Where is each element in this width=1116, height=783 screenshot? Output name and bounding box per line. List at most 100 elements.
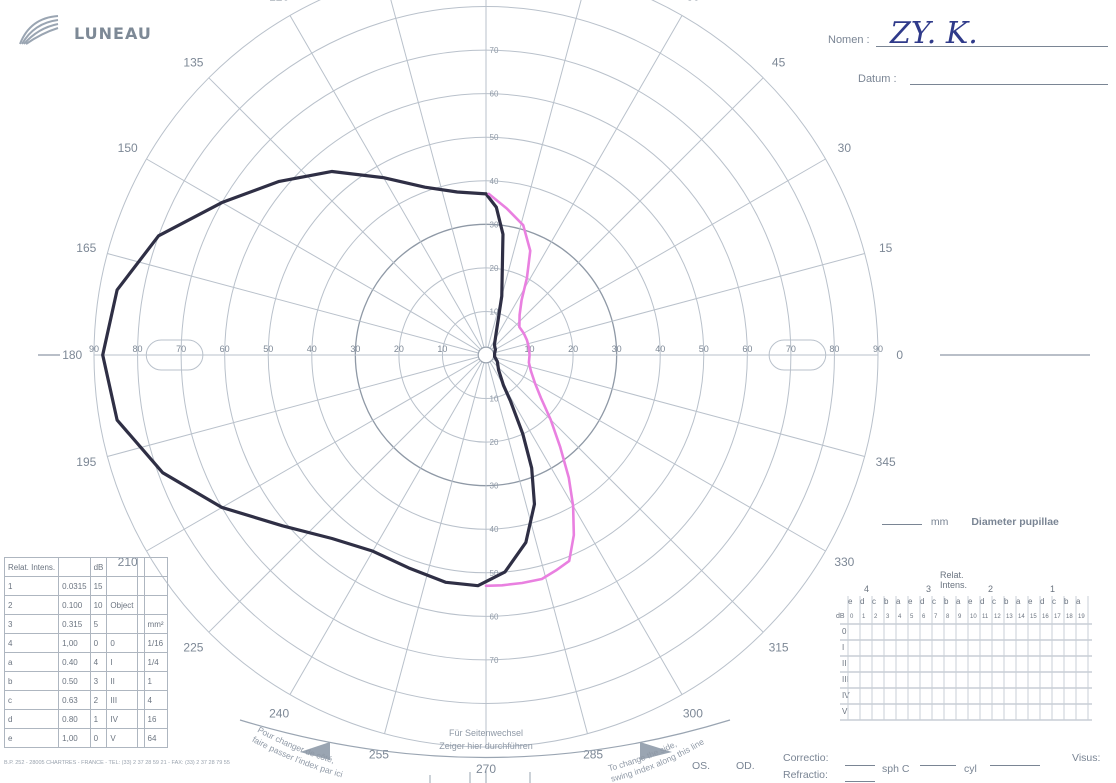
brand-logo: LUNEAU <box>18 14 152 46</box>
intensity-cell: 10 <box>89 595 108 615</box>
intensity-cell: 1 <box>143 671 168 691</box>
radial-label-180-80: 80 <box>133 344 143 354</box>
intensity-cell: II <box>106 671 138 691</box>
spoke-210 <box>146 358 480 552</box>
intensity-cell <box>136 671 145 691</box>
os-label: OS. <box>692 760 711 772</box>
spoke-330 <box>492 358 826 552</box>
group-label: 1 <box>1050 584 1055 594</box>
db-value: 15 <box>1030 614 1037 620</box>
intensity-cell: e <box>3 728 60 748</box>
spoke-225 <box>208 360 481 633</box>
refractio-line <box>845 781 875 782</box>
intensity-cell: 4 <box>3 633 60 653</box>
db-value: 6 <box>922 614 926 620</box>
imprint-text: B.P. 252 - 28005 CHARTRES - FRANCE - TEL… <box>4 760 230 766</box>
intensity-cell <box>106 576 138 596</box>
radial-label-0-70: 70 <box>786 344 796 354</box>
intensity-cell <box>106 557 138 577</box>
letter-label: d <box>1040 597 1044 606</box>
angle-label-315: 315 <box>769 641 789 655</box>
angle-label-240: 240 <box>269 706 289 720</box>
intensity-cell: 2 <box>89 690 108 710</box>
letter-label: d <box>980 597 984 606</box>
db-label: dB <box>836 613 845 620</box>
radial-label-180-20: 20 <box>394 344 404 354</box>
radial-label-270-10: 10 <box>490 395 499 404</box>
intensity-cell: d <box>3 709 60 729</box>
spoke-60 <box>489 15 683 349</box>
intensity-cell: 2 <box>3 595 60 615</box>
radial-label-90-10: 10 <box>490 307 499 316</box>
nomen-value: ZY. K. <box>890 16 978 51</box>
intensity-cell: 1,00 <box>58 633 91 653</box>
radial-label-180-40: 40 <box>307 344 317 354</box>
radial-label-90-70: 70 <box>490 46 499 55</box>
radial-labels: 1010101020202020303030304040404050505050… <box>89 46 883 665</box>
radial-label-180-30: 30 <box>350 344 360 354</box>
intensity-cell: 0 <box>89 633 108 653</box>
intensity-cell: 1,00 <box>58 728 91 748</box>
angle-label-345: 345 <box>876 455 896 469</box>
field-boundary-dark <box>101 169 537 588</box>
intensity-cell: 5 <box>89 614 108 634</box>
object-row-label: V <box>842 707 848 716</box>
intensity-cell: 0 <box>106 633 138 653</box>
intensity-cell: 15 <box>89 576 108 596</box>
intensity-cell <box>136 614 145 634</box>
db-value: 0 <box>850 614 854 620</box>
letter-label: a <box>1016 597 1021 606</box>
db-value: 5 <box>910 614 914 620</box>
letter-label: c <box>992 597 996 606</box>
radial-label-0-60: 60 <box>742 344 752 354</box>
spoke-315 <box>491 360 764 633</box>
db-value: 12 <box>994 614 1001 620</box>
intensity-row: e 1,00 0 V 64 <box>3 728 168 748</box>
cyl-line <box>990 765 1040 766</box>
angle-label-270: 270 <box>476 762 496 776</box>
angle-label-45: 45 <box>772 55 786 69</box>
intensity-cell: Relat. Intens. <box>3 557 60 577</box>
spoke-135 <box>208 77 481 350</box>
angle-label-135: 135 <box>183 55 203 69</box>
visus-label: Visus: <box>1072 752 1101 764</box>
blind-spot-marker <box>145 339 204 371</box>
intensity-cell <box>143 576 168 596</box>
angle-label-225: 225 <box>183 641 203 655</box>
intensity-cell: 0.63 <box>58 690 91 710</box>
nomen-label: Nomen : <box>828 34 870 46</box>
radial-label-180-60: 60 <box>220 344 230 354</box>
intensity-cell: IV <box>106 709 138 729</box>
intensity-row: d 0.80 1 IV 16 <box>3 709 168 729</box>
intensity-cell <box>143 595 168 615</box>
spoke-195 <box>107 356 479 457</box>
spoke-75 <box>487 0 582 348</box>
intensity-cell: 3 <box>3 614 60 634</box>
db-value: 4 <box>898 614 902 620</box>
radial-label-0-30: 30 <box>612 344 622 354</box>
intensity-cell <box>136 557 145 577</box>
nomen-line <box>876 46 1108 47</box>
letter-label: e <box>1028 597 1033 606</box>
od-label: OD. <box>736 760 755 772</box>
center-text-2: Zeiger hier durchführen <box>439 741 533 751</box>
object-row-label: II <box>842 659 846 668</box>
intensity-cell: 0.50 <box>58 671 91 691</box>
radial-label-90-60: 60 <box>490 90 499 99</box>
intensity-cell: 16 <box>143 709 168 729</box>
intensity-cell: mm² <box>143 614 168 634</box>
angle-label-60: 60 <box>686 0 700 4</box>
spoke-345 <box>493 356 865 457</box>
letter-label: c <box>1052 597 1056 606</box>
correctio-label: Correctio: <box>783 752 829 764</box>
letter-label: c <box>872 597 876 606</box>
sph-label: sph C <box>882 763 910 775</box>
band-outer <box>239 719 731 759</box>
spoke-120 <box>289 15 483 349</box>
intensity-cell <box>136 595 145 615</box>
letter-label: a <box>1076 597 1081 606</box>
intensity-cell: b <box>3 671 60 691</box>
intensity-cell <box>136 633 145 653</box>
intensity-row: 1 0.0315 15 <box>3 576 168 596</box>
field-boundary-pink <box>484 192 576 588</box>
